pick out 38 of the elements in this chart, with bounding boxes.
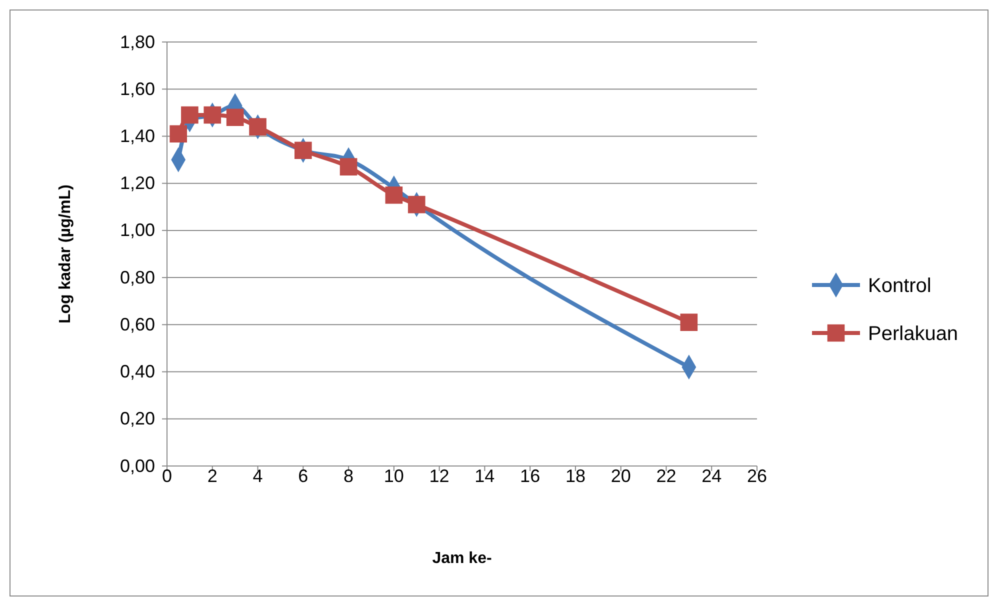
y-tick-label: 0,60 bbox=[120, 314, 155, 334]
y-tick-label: 0,40 bbox=[120, 362, 155, 382]
point bbox=[249, 118, 266, 136]
point bbox=[680, 314, 698, 331]
point bbox=[408, 196, 426, 214]
y-tick-label: 1,40 bbox=[120, 126, 155, 146]
x-tick-label: 16 bbox=[520, 466, 540, 486]
point bbox=[170, 125, 188, 143]
x-tick-label: 18 bbox=[565, 466, 586, 486]
y-tick-label: 0,00 bbox=[120, 456, 155, 476]
point bbox=[340, 158, 358, 176]
y-tick-label: 0,20 bbox=[120, 408, 155, 429]
x-tick-label: 24 bbox=[702, 466, 722, 486]
x-tick-label: 10 bbox=[384, 466, 404, 486]
point bbox=[226, 108, 244, 126]
x-axis-title: Jam ke- bbox=[432, 550, 492, 567]
point bbox=[385, 186, 403, 204]
x-tick-label: 6 bbox=[298, 466, 308, 486]
x-tick-label: 8 bbox=[344, 466, 354, 486]
x-tick-label: 20 bbox=[610, 466, 631, 486]
y-tick-label: 1,60 bbox=[120, 78, 155, 99]
x-tick-label: 26 bbox=[746, 466, 768, 486]
y-tick-label: 1,20 bbox=[120, 173, 155, 194]
y-tick-label: 1,00 bbox=[120, 220, 155, 240]
x-tick-label: 14 bbox=[474, 466, 495, 486]
legend-label: Kontrol bbox=[868, 275, 932, 297]
point bbox=[294, 142, 312, 160]
point bbox=[181, 106, 198, 124]
legend-label: Perlakuan bbox=[868, 323, 958, 345]
point bbox=[204, 106, 222, 124]
y-axis-title: Log kadar (µg/mL) bbox=[57, 184, 74, 324]
x-tick-label: 12 bbox=[429, 466, 450, 486]
y-tick-label: 0,80 bbox=[120, 267, 155, 288]
x-tick-label: 2 bbox=[207, 466, 218, 486]
x-tick-label: 0 bbox=[162, 466, 172, 486]
x-tick-label: 22 bbox=[656, 466, 676, 486]
x-tick-label: 4 bbox=[252, 466, 263, 486]
y-tick-label: 1,80 bbox=[120, 32, 155, 52]
